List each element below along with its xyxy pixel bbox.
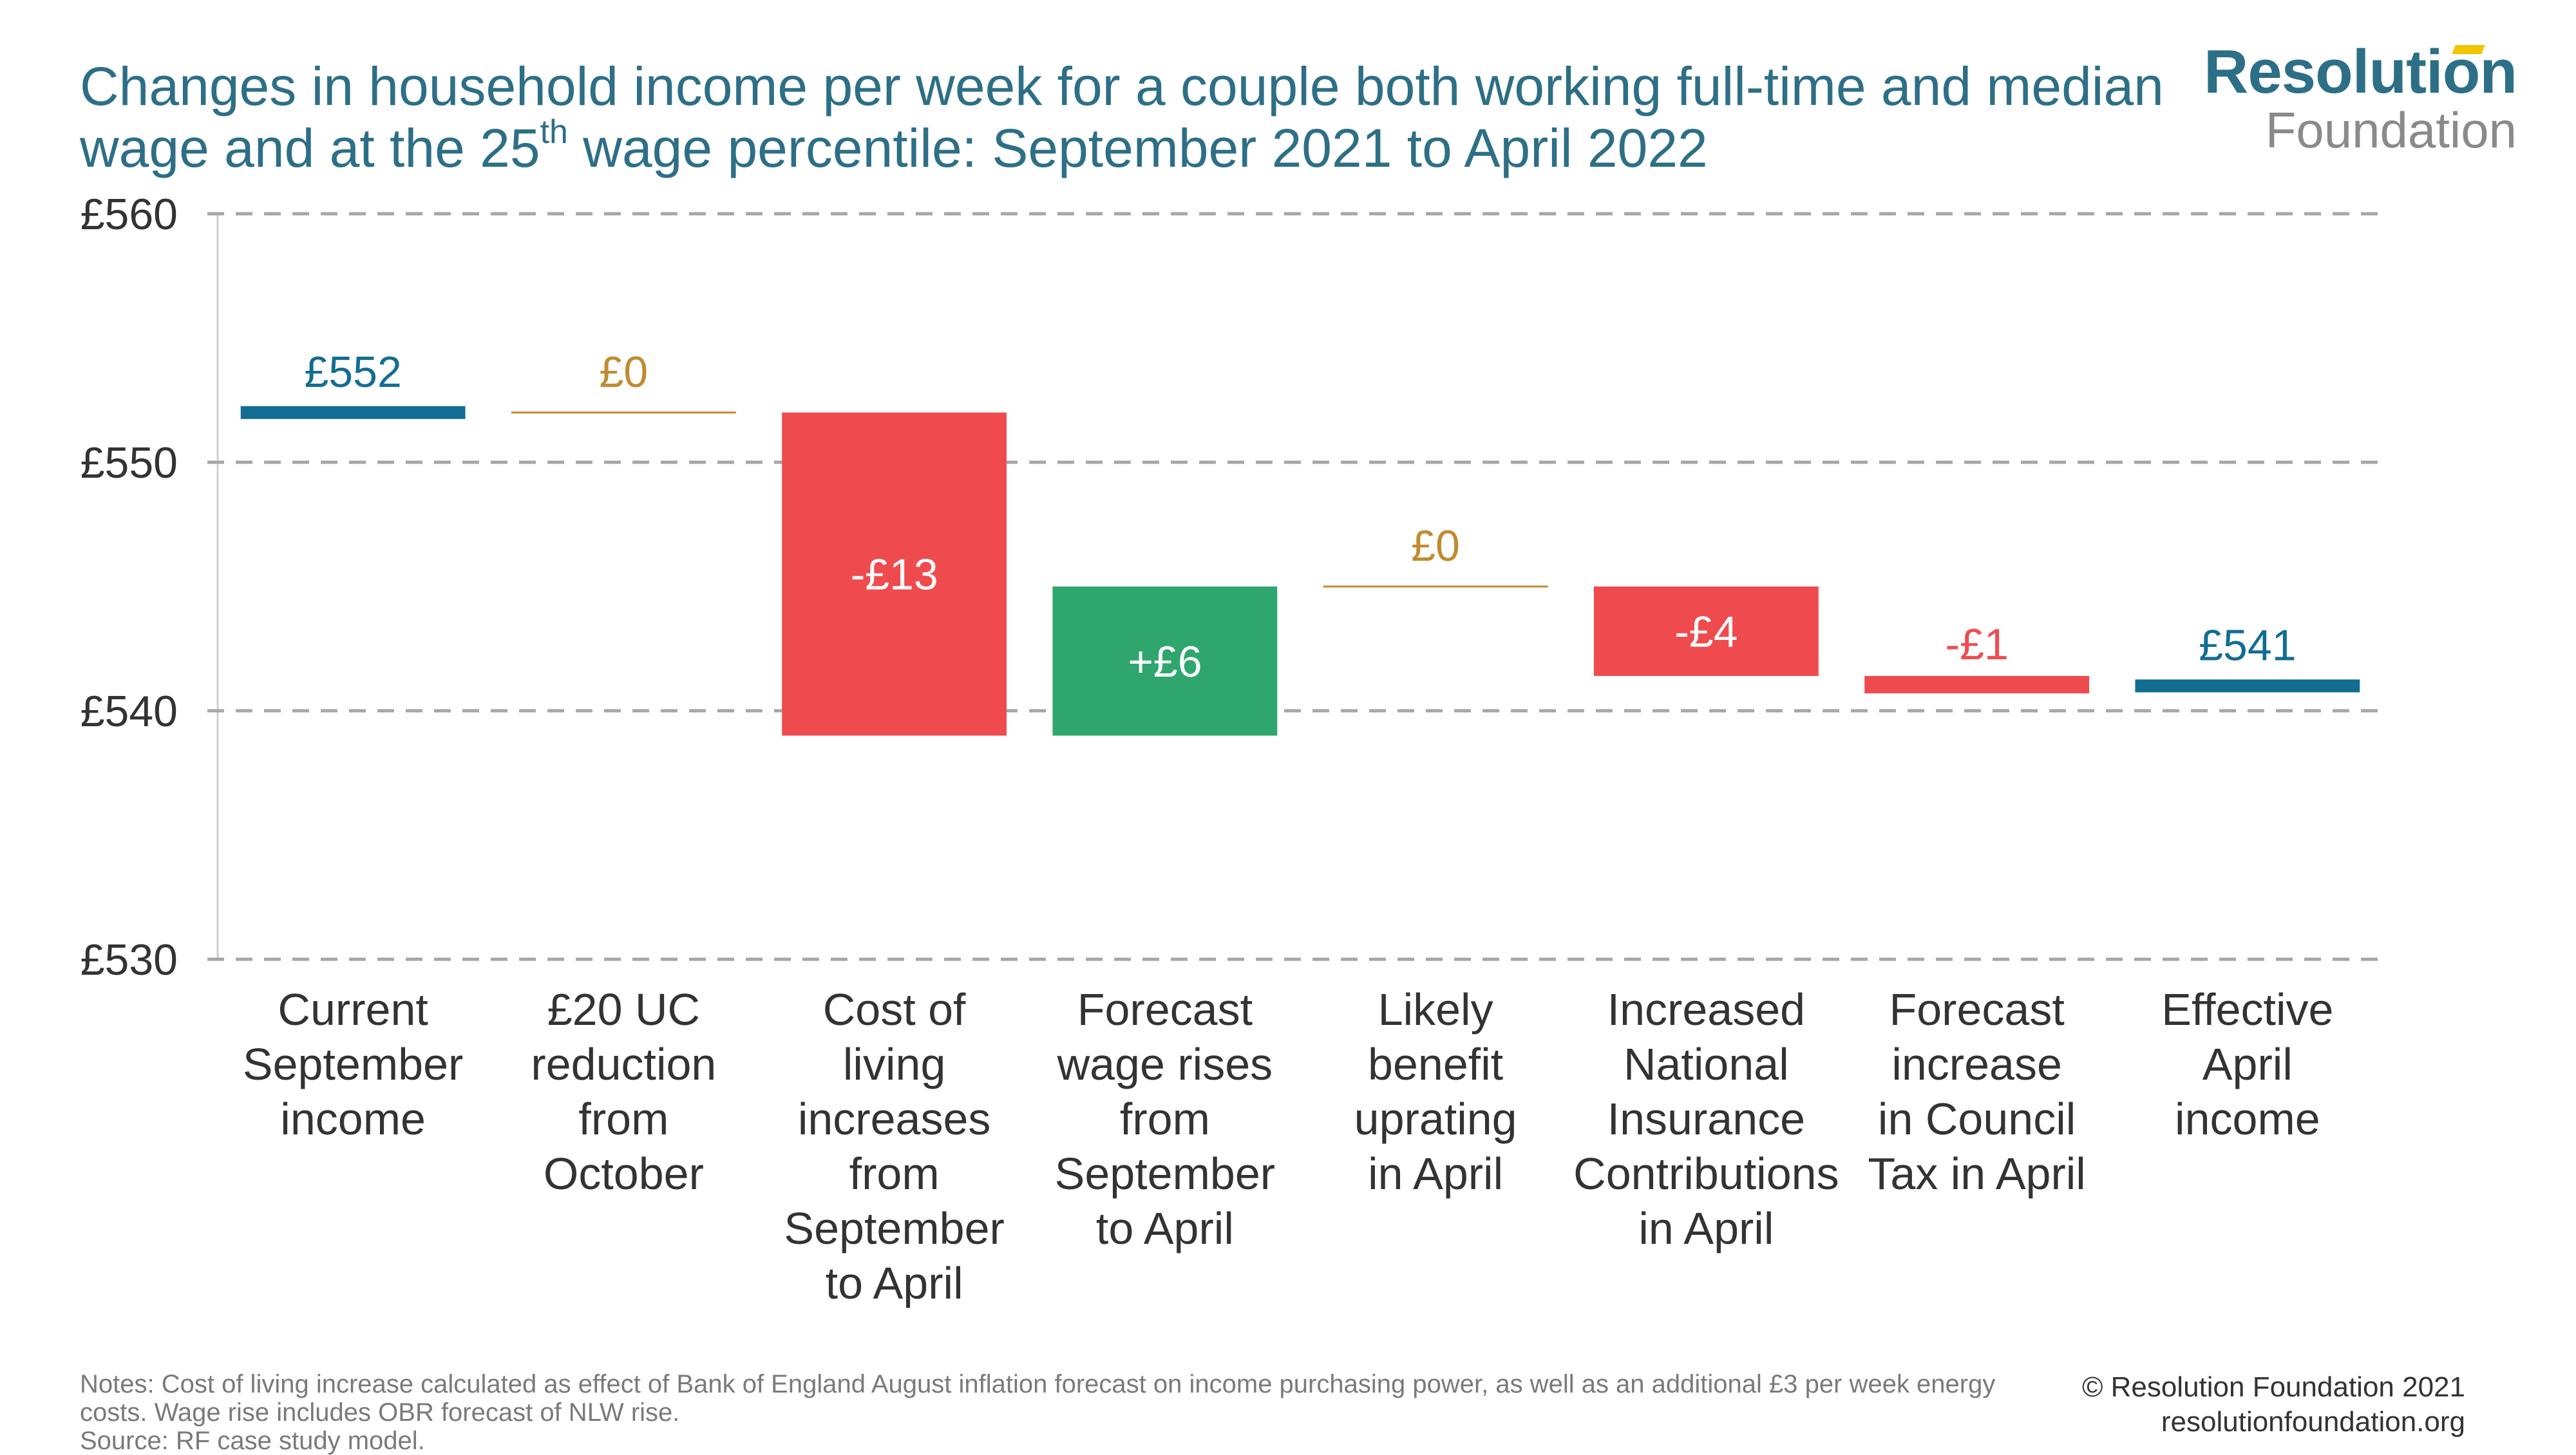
website-link[interactable]: resolutionfoundation.org xyxy=(2161,1406,2465,1438)
chart-notes: Notes: Cost of living increase calculate… xyxy=(80,1370,2115,1455)
chart-title: Changes in household income per week for… xyxy=(80,55,2269,179)
y-tick-label-530: £530 xyxy=(80,935,178,984)
x-category-line: uprating xyxy=(1354,1094,1517,1144)
bar-6 xyxy=(1593,587,1819,676)
x-category-label-6: Increased National Insurance Contributions i… xyxy=(1573,984,1839,1253)
x-category-label-1: Current September income xyxy=(243,984,463,1144)
logo-wordmark-bottom: Foundation xyxy=(2265,102,2517,158)
x-category-line: Effective xyxy=(2161,984,2333,1035)
title-superscript: th xyxy=(540,113,568,151)
y-tick-label-540: £540 xyxy=(80,687,178,736)
x-category-line: Contributions xyxy=(1573,1149,1839,1199)
data-label-3: -£13 xyxy=(851,550,938,599)
x-category-line: to April xyxy=(1096,1203,1234,1253)
data-label-4: +£6 xyxy=(1128,637,1202,686)
data-label-2: £0 xyxy=(600,348,649,397)
x-category-line: Forecast xyxy=(1889,984,2064,1035)
x-category-line: in April xyxy=(1638,1203,1774,1253)
x-category-line: in Council xyxy=(1878,1094,2076,1144)
x-category-label-8: Effective April income xyxy=(2161,984,2333,1144)
x-category-line: Insurance xyxy=(1607,1094,1805,1144)
data-label-6: -£4 xyxy=(1674,607,1738,656)
x-category-line: living xyxy=(843,1039,946,1089)
notes-line-2: costs. Wage rise includes OBR forecast o… xyxy=(80,1398,680,1427)
logo-wordmark-top: Resolution xyxy=(2204,40,2517,104)
x-category-label-2: £20 UC reduction from October xyxy=(531,984,716,1199)
x-category-label-3: Cost of living increases from September to Ap… xyxy=(784,984,1004,1308)
bar-7 xyxy=(1864,675,2090,693)
x-category-line: April xyxy=(2202,1039,2293,1089)
data-label-5: £0 xyxy=(1411,521,1460,570)
copyright-text: © Resolution Foundation 2021 xyxy=(2081,1371,2465,1403)
x-category-line: Current xyxy=(278,984,428,1035)
x-category-line: Increased xyxy=(1607,984,1805,1035)
notes-line-1: Notes: Cost of living increase calculate… xyxy=(80,1370,1996,1398)
x-category-label-4: Forecast wage rises from September to April xyxy=(1055,984,1275,1253)
bar-8 xyxy=(2135,679,2360,693)
bar-3 xyxy=(782,412,1007,736)
x-category-line: October xyxy=(544,1149,704,1199)
y-tick-label-560: £560 xyxy=(80,190,178,239)
x-category-line: Forecast xyxy=(1077,984,1253,1035)
copyright-block: © Resolution Foundation 2021 resolutionf… xyxy=(2082,1370,2465,1440)
x-category-line: reduction xyxy=(531,1039,716,1089)
x-category-line: in April xyxy=(1368,1149,1503,1199)
y-tick-label-550: £550 xyxy=(80,438,178,487)
bar-4 xyxy=(1052,587,1278,736)
x-category-label-7: Forecast increase in Council Tax in April xyxy=(1868,984,2085,1199)
resolution-foundation-logo: Resolution Foundation xyxy=(2204,40,2517,156)
title-line-2-end: wage percentile: September 2021 to April… xyxy=(567,118,1708,178)
title-line-2-start: wage and at the 25 xyxy=(80,118,540,178)
x-category-line: wage rises xyxy=(1057,1039,1273,1089)
x-category-label-5: Likely benefit uprating in April xyxy=(1354,984,1517,1199)
x-category-line: from xyxy=(1120,1094,1210,1144)
data-label-1: £552 xyxy=(304,348,401,397)
x-category-line: Cost of xyxy=(823,984,966,1035)
x-category-line: increases xyxy=(798,1094,991,1144)
x-category-line: benefit xyxy=(1368,1039,1503,1089)
x-category-line: £20 UC xyxy=(547,984,700,1035)
x-category-line: Likely xyxy=(1378,984,1493,1035)
title-line-1: Changes in household income per week for… xyxy=(80,56,2164,117)
x-category-line: National xyxy=(1624,1039,1789,1089)
source-line: Source: RF case study model. xyxy=(80,1427,425,1455)
x-category-line: September xyxy=(1055,1149,1275,1199)
x-category-line: to April xyxy=(826,1258,963,1308)
data-label-7: -£1 xyxy=(1945,620,2008,669)
x-category-line: increase xyxy=(1891,1039,2062,1089)
x-category-line: from xyxy=(578,1094,668,1144)
x-category-line: income xyxy=(2175,1094,2320,1144)
bar-1 xyxy=(240,406,466,419)
x-category-line: September xyxy=(784,1203,1004,1253)
x-category-line: September xyxy=(243,1039,463,1089)
x-category-line: from xyxy=(849,1149,940,1199)
data-label-8: £541 xyxy=(2199,621,2296,670)
x-category-line: Tax in April xyxy=(1868,1149,2085,1199)
title-line-2: wage and at the 25th wage percentile: Se… xyxy=(80,115,2269,179)
x-category-line: income xyxy=(280,1094,426,1144)
